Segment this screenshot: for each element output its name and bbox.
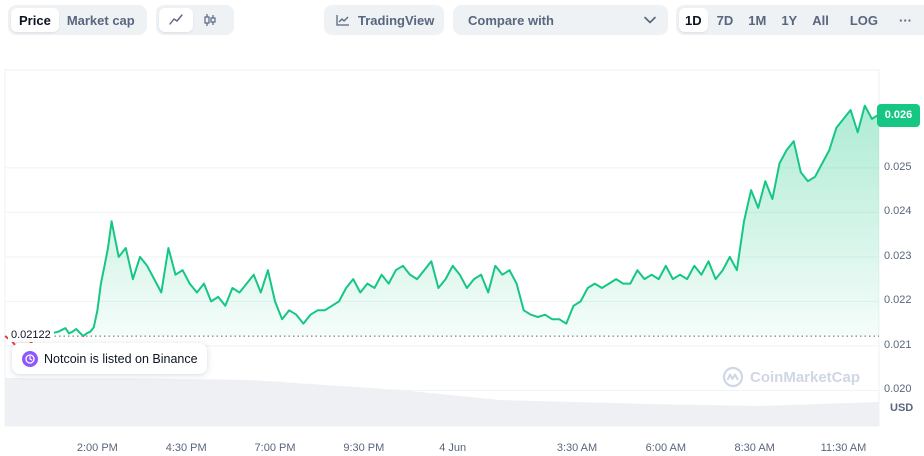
price-chart[interactable]: 0.025 0.024 0.023 0.022 0.021 0.020 2:00 PM 4:…: [0, 60, 924, 456]
compare-with-label: Compare with: [468, 12, 554, 28]
line-chart-icon: [169, 14, 183, 25]
tradingview-label: TradingView: [358, 12, 435, 28]
x-tick-label: 11:30 AM: [820, 442, 867, 454]
candlestick-icon: [204, 14, 216, 26]
x-tick-label: 6:00 AM: [645, 442, 687, 454]
clock-icon: [22, 350, 38, 367]
range-1m-button[interactable]: 1M: [748, 12, 767, 28]
x-tick-label: 9:30 PM: [343, 442, 385, 454]
price-line-up: [4, 104, 880, 337]
price-area-above-open: [5, 105, 879, 337]
compare-with-dropdown[interactable]: Compare with: [453, 5, 668, 35]
coinmarketcap-watermark: CoinMarketCap: [722, 366, 860, 388]
x-tick-label: 2:00 PM: [76, 442, 118, 454]
y-tick-label: 0.024: [884, 205, 912, 218]
y-tick-label: 0.025: [884, 160, 912, 173]
tradingview-button[interactable]: TradingView: [324, 5, 444, 35]
time-range-selector: 1D 7D 1M 1Y All LOG ···: [676, 5, 924, 35]
y-tick-label: 0.021: [884, 338, 912, 351]
y-tick-label: 0.023: [884, 249, 912, 262]
price-chart-svg: [4, 69, 880, 427]
y-tick-label: 0.022: [884, 294, 912, 307]
x-tick-label: 4 Jun: [439, 442, 467, 454]
x-tick-label: 7:00 PM: [254, 442, 296, 454]
range-all-button[interactable]: All: [812, 12, 829, 28]
range-7d-button[interactable]: 7D: [716, 12, 734, 28]
chart-type-toggle: Price Market cap: [8, 5, 147, 35]
coinmarketcap-logo: [722, 366, 744, 388]
volume-area: [5, 378, 879, 426]
event-marker-binance-listing[interactable]: Notcoin is listed on Binance: [12, 343, 207, 374]
range-1y-button[interactable]: 1Y: [781, 12, 798, 28]
candlestick-button[interactable]: [193, 8, 227, 32]
current-price-tag: 0.026: [877, 103, 920, 127]
x-tick-label: 3:30 AM: [556, 442, 598, 454]
chart-mode-toggle: [156, 5, 234, 35]
market-cap-tab[interactable]: Market cap: [66, 12, 135, 28]
log-scale-button[interactable]: LOG: [849, 12, 879, 28]
price-tab[interactable]: Price: [11, 8, 59, 32]
line-chart-button[interactable]: [159, 8, 193, 32]
volume-bars: [5, 378, 879, 426]
x-tick-label: 8:30 AM: [734, 442, 775, 454]
y-tick-label: 0.020: [884, 383, 912, 396]
watermark-text: CoinMarketCap: [750, 368, 861, 386]
more-options-button[interactable]: ···: [899, 12, 913, 28]
volume-unit-label: USD: [890, 402, 914, 414]
open-price-label: 0.02122: [8, 328, 54, 343]
x-tick-label: 4:30 PM: [165, 442, 207, 454]
chevron-down-icon: [644, 16, 656, 24]
range-1d-button[interactable]: 1D: [679, 8, 708, 32]
tradingview-chart-icon: [336, 15, 349, 26]
event-label: Notcoin is listed on Binance: [44, 351, 198, 366]
